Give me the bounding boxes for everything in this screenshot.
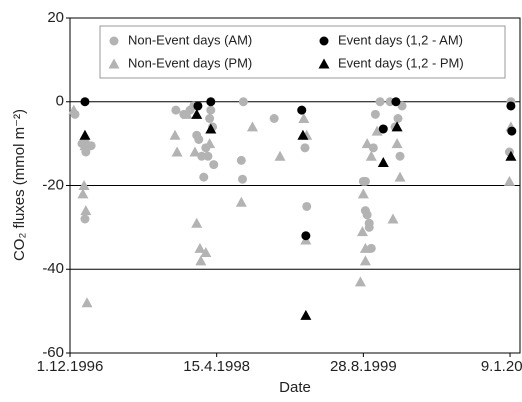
point [298,113,310,123]
point [235,196,247,207]
y-tick-label: -40 [42,260,64,277]
point [209,160,219,170]
point [391,97,401,107]
point [77,188,89,199]
point [302,201,312,211]
legend-marker [109,36,119,46]
plot-frame [69,17,521,354]
point [206,97,216,107]
y-axis-label: CO₂ fluxes (mmol m⁻²) [11,109,28,261]
point [200,247,212,257]
point [359,242,371,253]
legend-marker [108,58,120,69]
point [80,97,90,107]
point [238,97,248,107]
point [357,188,369,199]
point [236,155,246,165]
point [204,138,216,149]
point [387,213,399,224]
point [203,151,213,161]
point [354,276,366,287]
point [507,126,517,136]
point [237,174,247,184]
point [79,140,91,151]
point [171,146,183,157]
point [377,156,389,167]
point [360,176,370,186]
point [205,123,217,134]
point [361,138,373,149]
legend-marker [318,58,330,69]
point [365,150,377,161]
point [194,134,204,144]
legend: Non-Event days (AM) Non-Event days (PM) Ev… [99,25,506,79]
x-tick-label: 1.12.1996 [37,358,104,375]
x-tick-label: 15.4.1998 [183,358,250,375]
point [395,151,405,161]
x-tick-label: 28.8.1999 [330,358,397,375]
point [301,231,311,241]
point [80,205,92,216]
legend-label: Non-Event days (AM) [128,32,252,47]
point [205,114,215,123]
point [197,151,207,161]
legend-label: Event days (1,2 - PM) [338,55,464,70]
point [191,217,203,228]
point [300,309,312,320]
x-axis-label: Date [279,379,311,396]
point [199,172,209,182]
point [80,214,90,224]
point [193,101,203,111]
point [181,108,193,119]
point [194,242,206,253]
point [189,146,201,157]
legend-label: Event days (1,2 - AM) [338,32,463,47]
y-tick-label: -20 [42,176,64,193]
point [78,180,90,190]
point [274,150,286,161]
point [269,114,279,123]
point [503,175,515,186]
legend-label: Non-Event days (PM) [128,55,252,70]
point [79,129,91,140]
point [195,255,207,266]
legend-marker [319,36,329,46]
point [359,255,371,266]
point [81,297,93,308]
point [171,105,181,115]
legend-box [99,25,506,79]
point [297,105,307,115]
point [505,150,517,161]
point [364,222,374,232]
point [297,129,309,140]
point [394,171,406,182]
point [169,129,181,140]
y-tick-label: 0 [56,93,64,110]
point [191,108,203,119]
point [356,226,368,237]
point [68,104,80,115]
point [391,138,403,149]
point [300,143,310,153]
y-tick-label: 20 [47,9,64,26]
point [371,125,383,136]
y-tick-label: -60 [42,344,64,361]
point [362,210,372,220]
point [246,121,258,132]
point [378,124,388,134]
point [391,121,403,132]
x-tick-label: 9.1.2001 [481,358,522,375]
point [393,114,403,123]
point [506,101,516,111]
point [370,109,380,119]
point [375,97,385,107]
point [206,105,216,115]
